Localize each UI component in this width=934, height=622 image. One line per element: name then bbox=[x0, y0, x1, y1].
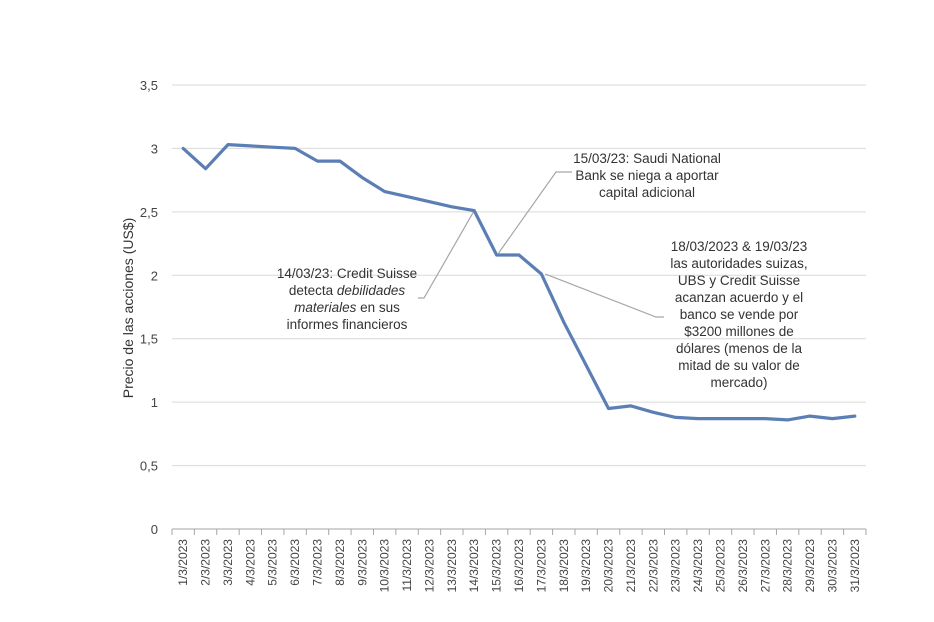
annotation-line: $3200 millones de bbox=[654, 323, 824, 340]
x-tick-label: 28/3/2023 bbox=[781, 539, 795, 593]
y-axis-label: Precio de las acciones (US$) bbox=[120, 218, 136, 399]
x-tick-label: 27/3/2023 bbox=[758, 539, 772, 593]
annotation-saudi-15: 15/03/23: Saudi National Bank se niega a … bbox=[552, 150, 742, 201]
annotation-text: acanzan acuerdo y el bbox=[674, 290, 804, 305]
y-axis-ticks: 0 0,5 1 1,5 2 2,5 3 3,5 bbox=[140, 78, 158, 537]
x-tick-label: 19/3/2023 bbox=[579, 539, 593, 593]
y-tick-label: 1 bbox=[151, 395, 158, 410]
x-tick-label: 23/3/2023 bbox=[669, 539, 683, 593]
y-tick-label: 0,5 bbox=[140, 459, 158, 474]
x-tick-label: 24/3/2023 bbox=[691, 539, 705, 593]
y-tick-label: 2,5 bbox=[140, 205, 158, 220]
annotation-line: 15/03/23: Saudi National bbox=[552, 150, 742, 167]
annotation-text: dólares (menos de la bbox=[675, 341, 803, 356]
y-tick-label: 3 bbox=[151, 141, 158, 156]
annotation-text: detecta bbox=[288, 283, 337, 298]
annotation-line: acanzan acuerdo y el bbox=[654, 289, 824, 306]
annotation-text: UBS y Credit Suisse bbox=[677, 273, 801, 288]
leader-line bbox=[418, 210, 475, 299]
annotation-line: Bank se niega a aportar bbox=[552, 167, 742, 184]
annotation-line: las autoridades suizas, bbox=[654, 255, 824, 272]
annotation-text: mercado) bbox=[710, 375, 768, 390]
annotation-leader-lines bbox=[418, 171, 664, 318]
price-series-line bbox=[181, 143, 857, 422]
x-tick-label: 18/3/2023 bbox=[557, 539, 571, 593]
y-tick-label: 2 bbox=[151, 268, 158, 283]
x-tick-label: 7/3/2023 bbox=[311, 539, 325, 586]
x-tick-label: 10/3/2023 bbox=[378, 539, 392, 593]
annotation-emphasis: materiales bbox=[294, 300, 357, 315]
x-tick-label: 4/3/2023 bbox=[243, 539, 257, 586]
annotation-text: Bank se niega a aportar bbox=[575, 168, 719, 183]
x-tick-label: 22/3/2023 bbox=[646, 539, 660, 593]
x-tick-label: 25/3/2023 bbox=[713, 539, 727, 593]
annotation-line: materiales en sus bbox=[262, 299, 432, 316]
x-tick-label: 26/3/2023 bbox=[736, 539, 750, 593]
x-tick-label: 17/3/2023 bbox=[534, 539, 548, 593]
x-tick-label: 6/3/2023 bbox=[288, 539, 302, 586]
annotation-emphasis: debilidades bbox=[336, 283, 406, 298]
x-tick-label: 12/3/2023 bbox=[422, 539, 436, 593]
x-tick-label: 2/3/2023 bbox=[199, 539, 213, 586]
x-tick-label: 3/3/2023 bbox=[221, 539, 235, 586]
annotation-text: 14/03/23: Credit Suisse bbox=[276, 266, 418, 281]
x-tick-label: 1/3/2023 bbox=[176, 539, 190, 586]
annotation-line: capital adicional bbox=[552, 184, 742, 201]
annotation-text: las autoridades suizas, bbox=[670, 256, 808, 271]
annotation-text: en sus bbox=[356, 300, 400, 315]
annotation-credit-suisse-14: 14/03/23: Credit Suisse detecta debilidad… bbox=[262, 265, 432, 333]
annotation-line: mitad de su valor de bbox=[654, 357, 824, 374]
annotation-line: 18/03/2023 & 19/03/23 bbox=[654, 238, 824, 255]
x-tick-label: 9/3/2023 bbox=[355, 539, 369, 586]
x-tick-label: 15/3/2023 bbox=[490, 539, 504, 593]
x-axis: 1/3/2023 2/3/2023 3/3/2023 4/3/2023 5/3/2023… bbox=[171, 528, 867, 593]
x-tick-label: 20/3/2023 bbox=[602, 539, 616, 593]
annotation-line: detecta debilidades bbox=[262, 282, 432, 299]
annotation-line: 14/03/23: Credit Suisse bbox=[262, 265, 432, 282]
y-tick-label: 3,5 bbox=[140, 78, 158, 93]
x-tick-label: 13/3/2023 bbox=[445, 539, 459, 593]
annotation-text: 15/03/23: Saudi National bbox=[573, 151, 721, 166]
x-tick-label: 14/3/2023 bbox=[467, 539, 481, 593]
annotation-text: capital adicional bbox=[598, 185, 696, 200]
annotation-line: dólares (menos de la bbox=[654, 340, 824, 357]
annotation-text: informes financieros bbox=[286, 317, 408, 332]
leader-line bbox=[545, 273, 664, 318]
y-tick-label: 0 bbox=[151, 522, 158, 537]
annotation-line: informes financieros bbox=[262, 316, 432, 333]
annotation-text: banco se vende por bbox=[679, 307, 799, 322]
leader-line bbox=[498, 171, 572, 254]
y-tick-label: 1,5 bbox=[140, 332, 158, 347]
annotation-text: 18/03/2023 & 19/03/23 bbox=[670, 239, 808, 254]
annotation-line: banco se vende por bbox=[654, 306, 824, 323]
annotation-ubs-18: 18/03/2023 & 19/03/23 las autoridades sui… bbox=[654, 238, 824, 391]
x-tick-label: 11/3/2023 bbox=[400, 539, 414, 592]
x-tick-label: 21/3/2023 bbox=[624, 539, 638, 593]
x-tick-label: 30/3/2023 bbox=[825, 539, 839, 593]
x-tick-label: 5/3/2023 bbox=[266, 539, 280, 586]
annotation-text: mitad de su valor de bbox=[678, 358, 800, 373]
annotation-text: $3200 millones de bbox=[684, 324, 794, 339]
x-tick-label: 31/3/2023 bbox=[848, 539, 862, 593]
annotation-line: UBS y Credit Suisse bbox=[654, 272, 824, 289]
x-tick-label: 29/3/2023 bbox=[803, 539, 817, 593]
x-tick-label: 8/3/2023 bbox=[333, 539, 347, 586]
x-tick-label: 16/3/2023 bbox=[512, 539, 526, 593]
annotation-line: mercado) bbox=[654, 374, 824, 391]
